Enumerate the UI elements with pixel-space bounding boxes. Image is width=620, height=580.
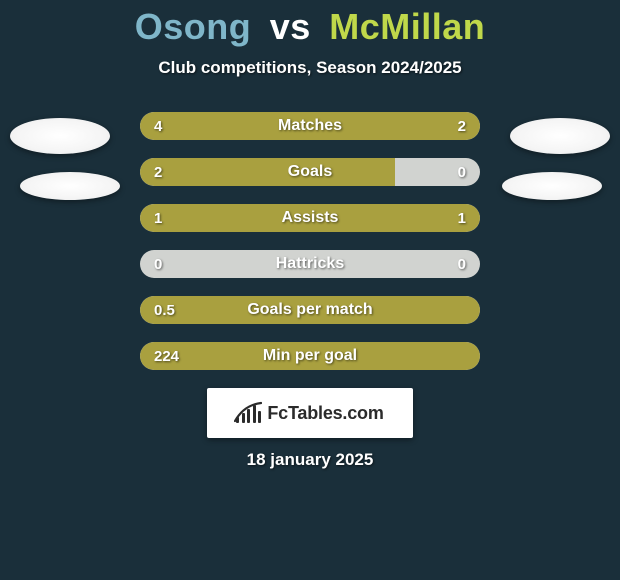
stat-fill-single bbox=[140, 296, 480, 324]
title: Osong vs McMillan bbox=[0, 6, 620, 48]
comparison-card: Osong vs McMillan Club competitions, Sea… bbox=[0, 0, 620, 470]
stat-row: 224Min per goal bbox=[140, 342, 480, 370]
avatar-right-1 bbox=[510, 118, 610, 154]
title-vs: vs bbox=[270, 6, 311, 47]
date: 18 january 2025 bbox=[0, 450, 620, 470]
stat-row: 20Goals bbox=[140, 158, 480, 186]
stat-fill-right bbox=[367, 112, 480, 140]
title-player1: Osong bbox=[135, 6, 252, 47]
stat-row: 00Hattricks bbox=[140, 250, 480, 278]
subtitle: Club competitions, Season 2024/2025 bbox=[0, 58, 620, 78]
stat-bar-bg bbox=[140, 296, 480, 324]
stat-fill-right bbox=[310, 204, 480, 232]
stat-bar-bg bbox=[140, 204, 480, 232]
stat-row: 42Matches bbox=[140, 112, 480, 140]
stat-fill-left bbox=[140, 158, 395, 186]
stats-list: 42Matches 20Goals 11Assists 00Hattricks 0.5G… bbox=[140, 112, 480, 370]
stat-fill-left bbox=[140, 112, 367, 140]
barchart-icon bbox=[236, 403, 261, 423]
stat-row: 0.5Goals per match bbox=[140, 296, 480, 324]
stat-bar-bg bbox=[140, 112, 480, 140]
stat-bar-bg bbox=[140, 342, 480, 370]
avatar-right-2 bbox=[502, 172, 602, 200]
stat-fill-left bbox=[140, 204, 310, 232]
stat-fill-single bbox=[140, 342, 480, 370]
avatar-left-1 bbox=[10, 118, 110, 154]
stat-row: 11Assists bbox=[140, 204, 480, 232]
stat-bar-bg bbox=[140, 158, 480, 186]
stat-bar-bg bbox=[140, 250, 480, 278]
logo-box[interactable]: FcTables.com bbox=[207, 388, 413, 438]
title-player2: McMillan bbox=[329, 6, 485, 47]
logo-text: FcTables.com bbox=[267, 403, 383, 424]
logo-curve-icon bbox=[234, 401, 262, 425]
avatar-left-2 bbox=[20, 172, 120, 200]
